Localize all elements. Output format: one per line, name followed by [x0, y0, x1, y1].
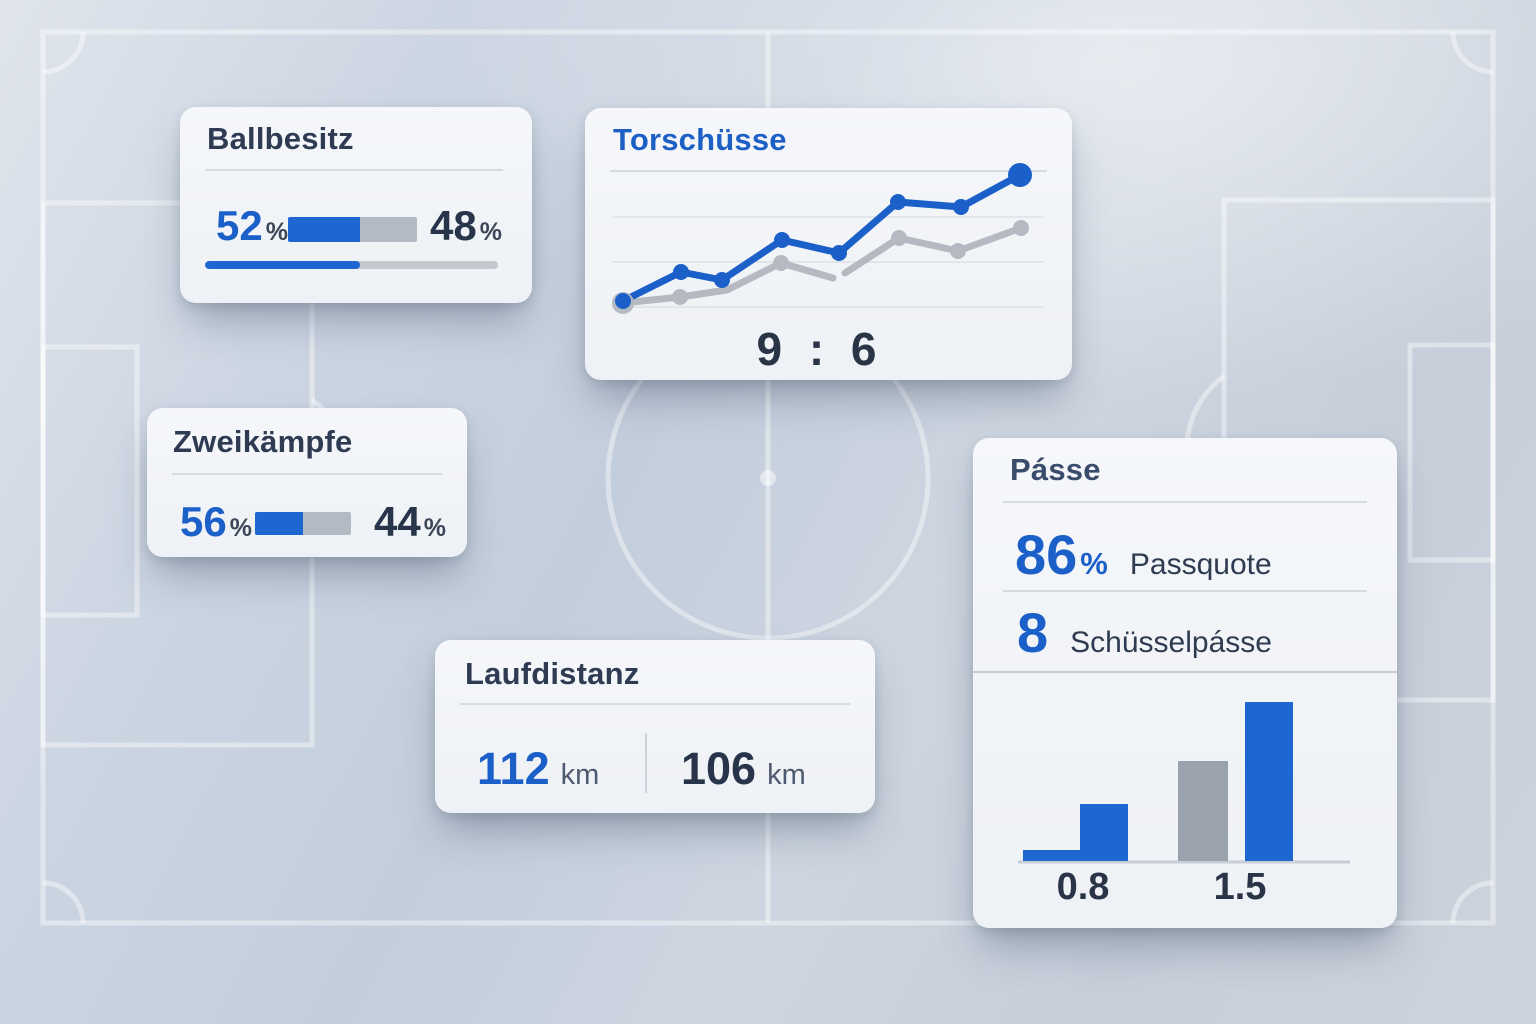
percent-sign: %	[479, 218, 502, 246]
percent-sign: %	[265, 218, 288, 246]
possession-progress-track	[205, 261, 498, 269]
key-passes-value: 8	[1017, 601, 1049, 664]
ballbesitz-title: Ballbesitz	[207, 121, 354, 156]
card-paesse: Pásse 86% Passquote 8 Schüsselpásse 0.8 1.…	[973, 438, 1397, 928]
card-ballbesitz: Ballbesitz 52% 48%	[180, 107, 532, 303]
pitch-center-spot	[760, 470, 776, 486]
possession-home-value: 52	[216, 202, 263, 249]
pitch-corner-arc-bottom-left	[42, 880, 86, 924]
paesse-title: Pásse	[1010, 452, 1101, 487]
title-divider	[205, 169, 503, 171]
key-passes-stat: 8 Schüsselpásse	[1017, 605, 1272, 661]
distance-home-stat: 112 km	[477, 746, 599, 792]
pass-rate-value: 86	[1015, 523, 1078, 586]
shots-line-chart	[610, 163, 1047, 314]
duels-home-value: 56	[180, 498, 227, 545]
pitch-outline	[40, 29, 1496, 926]
passes-bar-chart-canvas	[1018, 702, 1350, 864]
title-divider	[1003, 501, 1367, 503]
distance-away-value: 106	[681, 743, 757, 794]
possession-bar-home-fill	[288, 217, 361, 242]
percent-sign: %	[1080, 546, 1108, 581]
pitch-corner-arc-top-left	[42, 31, 86, 75]
key-passes-label: Schüsselpásse	[1070, 626, 1272, 659]
duels-away-value: 44	[374, 498, 421, 545]
possession-away-stat: 48%	[430, 205, 502, 247]
torschuesse-title: Torschüsse	[613, 122, 787, 157]
laufdistanz-title: Laufdistanz	[465, 656, 640, 691]
possession-home-stat: 52%	[216, 205, 288, 247]
distance-home-value: 112	[477, 743, 550, 794]
bar-group-label: 0.8	[1056, 866, 1110, 908]
duels-bar-home-fill	[255, 512, 303, 535]
distance-away-stat: 106 km	[681, 746, 806, 792]
duels-bar	[255, 512, 351, 535]
card-torschuesse: Torschüsse 9 : 6	[585, 108, 1072, 380]
title-divider	[460, 703, 850, 705]
pitch-right-goal-box	[1407, 342, 1496, 563]
zweikaempfe-title: Zweikämpfe	[173, 424, 353, 459]
percent-sign: %	[423, 514, 446, 542]
card-laufdistanz: Laufdistanz 112 km 106 km	[435, 640, 875, 813]
pass-rate-label: Passquote	[1129, 548, 1272, 581]
pitch-corner-arc-top-right	[1450, 31, 1494, 75]
possession-progress-fill	[205, 261, 361, 269]
duels-away-stat: 44%	[374, 501, 446, 543]
duels-home-stat: 56%	[180, 501, 252, 543]
passes-bar-chart: 0.8 1.5	[973, 672, 1397, 928]
percent-sign: %	[229, 514, 252, 542]
card-zweikaempfe: Zweikämpfe 56% 44%	[147, 408, 467, 557]
center-divider	[645, 733, 647, 793]
title-divider	[172, 473, 442, 475]
possession-bar	[288, 217, 417, 242]
pass-rate-stat: 86% Passquote	[1015, 527, 1272, 583]
possession-away-value: 48	[430, 202, 477, 249]
bar-group-label: 1.5	[1213, 866, 1267, 908]
km-unit: km	[560, 759, 600, 791]
row-divider	[1003, 590, 1367, 592]
section-divider	[973, 671, 1397, 673]
shots-score: 9 : 6	[756, 323, 877, 375]
pitch-left-goal-box	[40, 344, 140, 618]
km-unit: km	[767, 759, 806, 791]
pitch-corner-arc-bottom-right	[1450, 880, 1494, 924]
